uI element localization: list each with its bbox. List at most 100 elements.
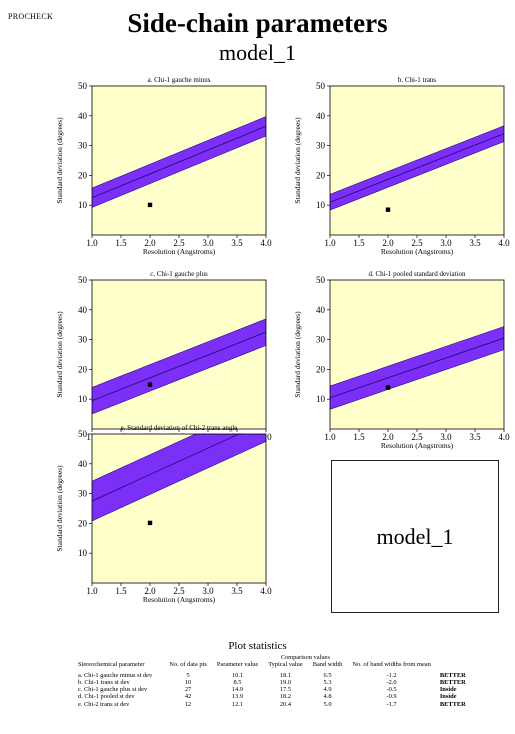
- y-tick-label: 30: [78, 335, 88, 345]
- x-tick-label: 1.5: [353, 432, 365, 442]
- band-center-line: [92, 125, 266, 199]
- band-center-line: [92, 434, 240, 502]
- x-tick-label: 2.0: [144, 238, 156, 248]
- cell-parameter: d. Chi-1 pooled st dev: [78, 693, 135, 701]
- y-tick-label: 40: [78, 111, 88, 121]
- page-subtitle: model_1: [219, 40, 296, 65]
- band-lower-edge: [330, 349, 504, 410]
- x-axis-label: Resolution (Angstroms): [381, 247, 454, 256]
- data-point: [385, 385, 391, 390]
- x-tick-label: 1.0: [86, 586, 98, 596]
- cell-band-widths: -1.7: [386, 700, 397, 708]
- x-tick-label: 2.0: [382, 432, 394, 442]
- y-tick-label: 20: [78, 170, 88, 180]
- cell-band-width: 4.8: [323, 693, 332, 701]
- cell-data-points: 27: [184, 686, 192, 694]
- chart-panel-e: 10 20 30 40 50 1.0 1.5 2.0 2.5 3.0 3.5 4.0 e. Standa…: [55, 424, 272, 604]
- cell-verdict: BETTER: [439, 700, 466, 708]
- y-tick-label: 50: [316, 275, 326, 285]
- x-tick-label: 2.5: [173, 586, 185, 596]
- cell-verdict: Inside: [439, 686, 457, 694]
- page-title: Side-chain parameters: [127, 8, 388, 38]
- x-tick-label: 2.5: [411, 238, 423, 248]
- band-upper-edge: [92, 434, 197, 482]
- cell-verdict: BETTER: [439, 678, 466, 686]
- cell-band-widths: -0.5: [386, 686, 397, 694]
- y-tick-label: 40: [78, 305, 88, 315]
- band-center-line: [330, 133, 504, 203]
- cell-parameter-value: 13.9: [231, 693, 244, 701]
- cell-parameter-value: 8.5: [233, 678, 242, 686]
- x-tick-label: 1.5: [353, 238, 365, 248]
- band-upper-edge: [92, 116, 266, 189]
- cell-band-width: 6.5: [323, 671, 332, 679]
- header-parameter-value: Parameter value: [216, 661, 259, 669]
- data-point: [385, 207, 391, 212]
- band-lower-edge: [92, 441, 266, 522]
- cell-data-points: 12: [184, 700, 192, 708]
- x-tick-label: 1.0: [324, 238, 336, 248]
- y-tick-label: 10: [78, 200, 88, 210]
- band-lower-edge: [330, 141, 504, 211]
- band-upper-edge: [330, 326, 504, 387]
- chart-title: d. Chi-1 pooled standard deviation: [368, 270, 466, 278]
- cell-parameter: b. Chi-1 trans st dev: [78, 678, 130, 686]
- x-tick-label: 3.0: [440, 238, 452, 248]
- x-axis-label: Resolution (Angstroms): [143, 247, 216, 256]
- y-tick-label: 20: [78, 518, 88, 528]
- cell-band-width: 5.0: [323, 700, 332, 708]
- cell-band-widths: -2.0: [386, 678, 397, 686]
- y-tick-label: 40: [78, 459, 88, 469]
- band-upper-edge: [92, 318, 266, 388]
- x-tick-label: 3.5: [469, 238, 481, 248]
- x-tick-label: 4.0: [498, 432, 510, 442]
- x-tick-label: 1.5: [115, 586, 127, 596]
- cell-parameter-value: 12.1: [231, 700, 244, 708]
- y-tick-label: 30: [316, 335, 326, 345]
- stats-table: Stereochemical parameter No. of data pts…: [78, 654, 471, 708]
- cell-band-width: 4.9: [323, 686, 332, 694]
- cell-typical-value: 20.4: [279, 700, 292, 708]
- x-tick-label: 2.0: [144, 586, 156, 596]
- chart-panel-a: 10 20 30 40 50 1.0 1.5 2.0 2.5 3.0 3.5 4.0 a. Chi-1 …: [55, 76, 272, 256]
- y-tick-label: 40: [316, 111, 326, 121]
- header-comparison-group: Comparison values: [280, 654, 330, 661]
- x-tick-label: 3.0: [440, 432, 452, 442]
- y-axis-label: Standard deviation (degrees): [293, 117, 302, 204]
- model-label: model_1: [376, 523, 454, 549]
- y-axis-label: Standard deviation (degrees): [55, 465, 64, 552]
- cell-parameter-value: 14.9: [231, 686, 244, 694]
- y-tick-label: 20: [78, 364, 88, 374]
- x-tick-label: 3.5: [231, 586, 243, 596]
- cell-typical-value: 19.0: [279, 678, 292, 686]
- y-tick-label: 10: [78, 394, 88, 404]
- x-tick-label: 1.0: [324, 432, 336, 442]
- y-tick-label: 20: [316, 364, 326, 374]
- y-tick-label: 20: [316, 170, 326, 180]
- chart-title: a. Chi-1 gauche minus: [148, 76, 211, 84]
- stats-title: Plot statistics: [228, 640, 287, 652]
- header-band-width: Band width: [312, 661, 343, 669]
- y-tick-label: 50: [78, 81, 88, 91]
- x-tick-label: 3.0: [202, 238, 214, 248]
- x-axis-label: Resolution (Angstroms): [143, 595, 216, 604]
- table-row: e. Chi-2 trans st dev 12 12.1 20.4 5.0 -1.7 BE…: [78, 701, 471, 708]
- y-tick-label: 10: [78, 548, 88, 558]
- header-band-widths: No. of band widths from mean: [352, 661, 431, 669]
- cell-typical-value: 18.2: [279, 693, 292, 701]
- x-tick-label: 3.5: [469, 432, 481, 442]
- data-point: [147, 520, 153, 526]
- band-upper-edge: [330, 125, 504, 195]
- cell-band-widths: -0.9: [386, 693, 397, 701]
- y-tick-label: 10: [316, 394, 326, 404]
- header-parameter: Stereochemical parameter: [78, 661, 145, 669]
- cell-parameter: c. Chi-1 gauche plus st dev: [78, 686, 148, 694]
- y-tick-label: 30: [78, 489, 88, 499]
- y-tick-label: 30: [78, 141, 88, 151]
- y-tick-label: 10: [316, 200, 326, 210]
- table-row: c. Chi-1 gauche plus st dev 27 14.9 17.5 4.9…: [78, 686, 471, 693]
- chart-panel-d: 10 20 30 40 50 1.0 1.5 2.0 2.5 3.0 3.5 4.0 d. Chi-1 …: [293, 270, 510, 450]
- cell-verdict: BETTER: [439, 671, 466, 679]
- chart-title: b. Chi-1 trans: [398, 76, 437, 84]
- program-name: PROCHECK: [8, 12, 54, 21]
